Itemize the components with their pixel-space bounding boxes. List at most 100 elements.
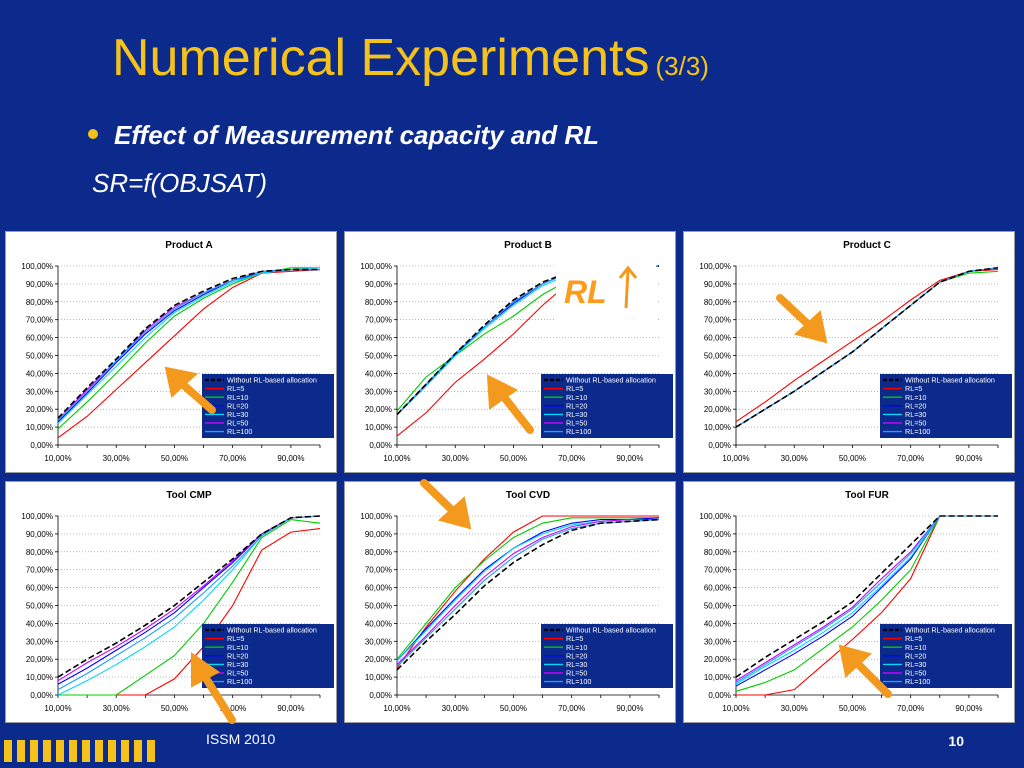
x-tick-label: 70,00% xyxy=(558,454,585,463)
series-line xyxy=(396,519,660,667)
y-tick-label: 40,00% xyxy=(26,369,53,378)
legend-label: RL=20 xyxy=(566,401,587,410)
y-tick-label: 100,00% xyxy=(21,512,53,521)
x-tick-label: 50,00% xyxy=(839,704,866,713)
y-tick-label: 90,00% xyxy=(704,530,731,539)
chart-panel-product-a: Product A 0,00% 10,00% 20,00% 30,00% 40,00% 50… xyxy=(5,231,337,473)
y-tick-label: 10,00% xyxy=(365,673,392,682)
x-tick-label: 50,00% xyxy=(500,454,527,463)
chart-title: Tool CMP xyxy=(166,490,212,501)
legend-label: RL=100 xyxy=(905,427,930,436)
y-tick-label: 40,00% xyxy=(365,369,392,378)
legend-label: RL=50 xyxy=(566,419,587,428)
x-tick-label: 50,00% xyxy=(161,454,188,463)
legend-label: RL=100 xyxy=(227,427,252,436)
x-tick-label: 90,00% xyxy=(955,704,982,713)
chart-legend: Without RL-based allocationRL=5RL=10RL=2… xyxy=(541,374,673,438)
series-line xyxy=(396,517,659,660)
series-line xyxy=(396,518,660,671)
legend-label: RL=50 xyxy=(227,419,248,428)
y-tick-label: 40,00% xyxy=(704,369,731,378)
y-tick-label: 60,00% xyxy=(26,334,53,343)
chart-panel-tool-fur: Tool FUR 0,00% 10,00% 20,00% 30,00% 40,00% 50,… xyxy=(683,481,1015,723)
y-tick-label: 30,00% xyxy=(365,637,392,646)
x-tick-label: 30,00% xyxy=(781,704,808,713)
y-tick-label: 20,00% xyxy=(365,405,392,414)
y-tick-label: 20,00% xyxy=(26,405,53,414)
chart-legend: Without RL-based allocationRL=5RL=10RL=2… xyxy=(202,374,334,438)
y-tick-label: 10,00% xyxy=(365,423,392,432)
y-tick-label: 70,00% xyxy=(365,316,392,325)
legend-label: Without RL-based allocation xyxy=(566,376,656,385)
series-line xyxy=(57,267,321,424)
y-tick-label: 60,00% xyxy=(365,334,392,343)
legend-label: RL=50 xyxy=(905,419,926,428)
x-tick-label: 90,00% xyxy=(616,454,643,463)
line-chart: Product A 0,00% 10,00% 20,00% 30,00% 40,00% 50… xyxy=(21,240,334,463)
y-tick-label: 80,00% xyxy=(704,298,731,307)
bullet-dot-icon xyxy=(88,129,98,140)
y-tick-label: 80,00% xyxy=(704,548,731,557)
series-line xyxy=(57,268,320,419)
legend-label: RL=30 xyxy=(227,660,248,669)
y-tick-label: 30,00% xyxy=(365,387,392,396)
y-tick-label: 70,00% xyxy=(704,566,731,575)
legend-label: RL=30 xyxy=(566,410,587,419)
y-tick-label: 10,00% xyxy=(26,673,53,682)
y-tick-label: 50,00% xyxy=(26,352,53,361)
legend-label: RL=20 xyxy=(227,401,248,410)
line-chart: Product C 0,00% 10,00% 20,00% 30,00% 40,00% 50… xyxy=(699,240,1012,463)
legend-label: RL=10 xyxy=(227,393,248,402)
y-tick-label: 40,00% xyxy=(26,619,53,628)
legend-label: RL=20 xyxy=(566,651,587,660)
y-tick-label: 100,00% xyxy=(360,262,392,271)
y-tick-label: 0,00% xyxy=(369,441,392,450)
x-tick-label: 30,00% xyxy=(442,454,469,463)
y-tick-label: 100,00% xyxy=(699,262,731,271)
y-tick-label: 50,00% xyxy=(26,602,53,611)
y-tick-label: 40,00% xyxy=(365,619,392,628)
page-number: 10 xyxy=(948,733,964,749)
y-tick-label: 80,00% xyxy=(26,548,53,557)
series-line xyxy=(57,269,321,439)
line-chart: Tool CMP 0,00% 10,00% 20,00% 30,00% 40,00% 50,… xyxy=(21,490,334,713)
chart-panel-tool-cvd: Tool CVD 0,00% 10,00% 20,00% 30,00% 40,00% 50,… xyxy=(344,481,676,723)
legend-label: RL=100 xyxy=(905,677,930,686)
y-tick-label: 30,00% xyxy=(704,637,731,646)
x-tick-label: 70,00% xyxy=(219,704,246,713)
series-line xyxy=(735,515,998,678)
y-tick-label: 60,00% xyxy=(704,584,731,593)
footer-decoration xyxy=(4,740,160,764)
y-tick-label: 40,00% xyxy=(704,619,731,628)
series-line xyxy=(735,266,999,428)
x-tick-label: 50,00% xyxy=(839,454,866,463)
series-line xyxy=(58,519,321,696)
x-tick-label: 90,00% xyxy=(616,704,643,713)
y-tick-label: 90,00% xyxy=(26,280,53,289)
legend-label: RL=5 xyxy=(227,384,244,393)
y-tick-label: 70,00% xyxy=(26,316,53,325)
bullet-item: Effect of Measurement capacity and RL xyxy=(88,120,599,151)
legend-label: Without RL-based allocation xyxy=(905,376,995,385)
line-chart: Product B 0,00% 10,00% 20,00% 30,00% 40,00% 50… xyxy=(360,240,673,463)
y-tick-label: 10,00% xyxy=(26,423,53,432)
legend-label: RL=5 xyxy=(905,384,922,393)
y-tick-label: 90,00% xyxy=(704,280,731,289)
legend-label: RL=30 xyxy=(905,410,926,419)
legend-label: RL=10 xyxy=(905,643,926,652)
chart-title: Tool FUR xyxy=(845,490,889,501)
chart-legend: Without RL-based allocationRL=5RL=10RL=2… xyxy=(880,374,1012,438)
x-tick-label: 30,00% xyxy=(442,704,469,713)
footer-conference: ISSM 2010 xyxy=(206,731,276,747)
y-tick-label: 80,00% xyxy=(365,298,392,307)
y-tick-label: 30,00% xyxy=(26,387,53,396)
x-tick-label: 10,00% xyxy=(722,454,749,463)
y-tick-label: 70,00% xyxy=(365,566,392,575)
chart-title: Product C xyxy=(843,240,891,251)
x-tick-label: 90,00% xyxy=(955,454,982,463)
y-tick-label: 0,00% xyxy=(369,691,392,700)
y-tick-label: 0,00% xyxy=(30,691,53,700)
line-chart: Tool CVD 0,00% 10,00% 20,00% 30,00% 40,00% 50,… xyxy=(360,490,673,713)
y-tick-label: 10,00% xyxy=(704,423,731,432)
chart-panel-product-c: Product C 0,00% 10,00% 20,00% 30,00% 40,00% 50… xyxy=(683,231,1015,473)
